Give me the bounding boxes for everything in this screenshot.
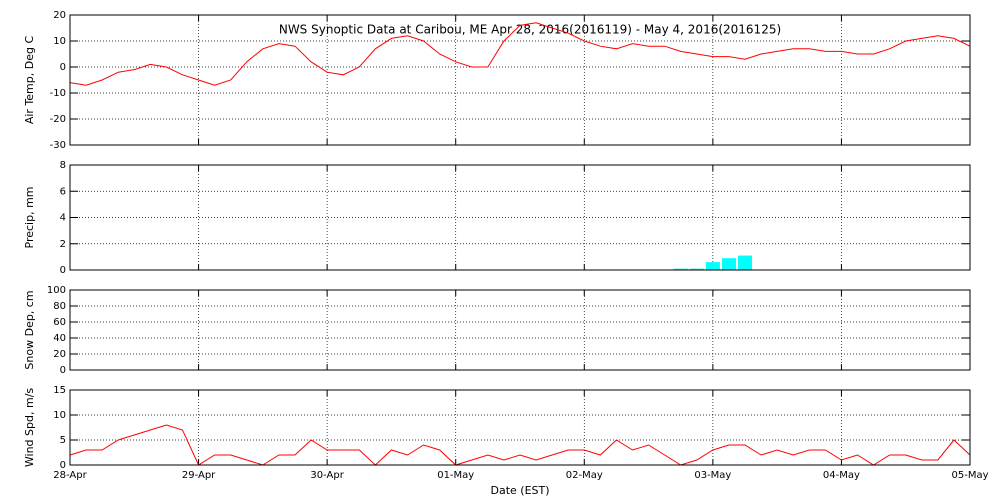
y-tick-label: -20 [50, 114, 66, 125]
x-tick-label: 29-Apr [182, 470, 216, 481]
y-tick-label: 80 [53, 301, 66, 312]
y-tick-label: 5 [60, 435, 66, 446]
y-axis-label: Precip, mm [23, 187, 36, 249]
y-tick-label: 0 [60, 365, 66, 376]
panel-frame [69, 289, 971, 371]
y-axis-label: Air Temp, Deg C [23, 36, 36, 125]
bar [689, 268, 704, 270]
chart-title: NWS Synoptic Data at Caribou, ME Apr 28,… [279, 23, 781, 37]
y-tick-label: 2 [60, 239, 66, 250]
x-tick-label: 28-Apr [53, 470, 87, 481]
x-tick-label: 05-May [951, 470, 988, 481]
y-tick-label: 0 [60, 265, 66, 276]
y-tick-label: 15 [53, 385, 66, 396]
y-tick-label: 40 [53, 333, 66, 344]
y-tick-label: 20 [53, 10, 66, 21]
bar [673, 268, 688, 270]
data-line [69, 22, 971, 86]
y-tick-label: 10 [53, 410, 66, 421]
y-tick-label: 10 [53, 36, 66, 47]
bar [721, 258, 736, 270]
y-tick-label: 60 [53, 317, 66, 328]
y-tick-label: 0 [60, 460, 66, 471]
y-tick-label: 0 [60, 62, 66, 73]
panel-frame [69, 164, 971, 271]
panel-frame [69, 14, 971, 146]
data-line [69, 424, 971, 466]
x-axis-label: Date (EST) [490, 484, 549, 497]
y-axis-label: Wind Spd, m/s [23, 388, 36, 468]
y-tick-label: 100 [47, 285, 66, 296]
x-tick-label: 04-May [823, 470, 860, 481]
x-tick-label: 30-Apr [310, 470, 344, 481]
y-tick-label: 8 [60, 160, 66, 171]
x-tick-label: 01-May [437, 470, 474, 481]
y-tick-label: 6 [60, 186, 66, 197]
panel-frame [69, 389, 971, 466]
y-axis-label: Snow Dep, cm [23, 290, 36, 369]
y-tick-label: -10 [50, 88, 66, 99]
bar [737, 255, 753, 270]
x-tick-label: 03-May [694, 470, 731, 481]
y-tick-label: 20 [53, 349, 66, 360]
bar [705, 262, 720, 270]
y-tick-label: -30 [50, 140, 66, 151]
y-tick-label: 4 [60, 213, 66, 224]
x-tick-label: 02-May [566, 470, 603, 481]
